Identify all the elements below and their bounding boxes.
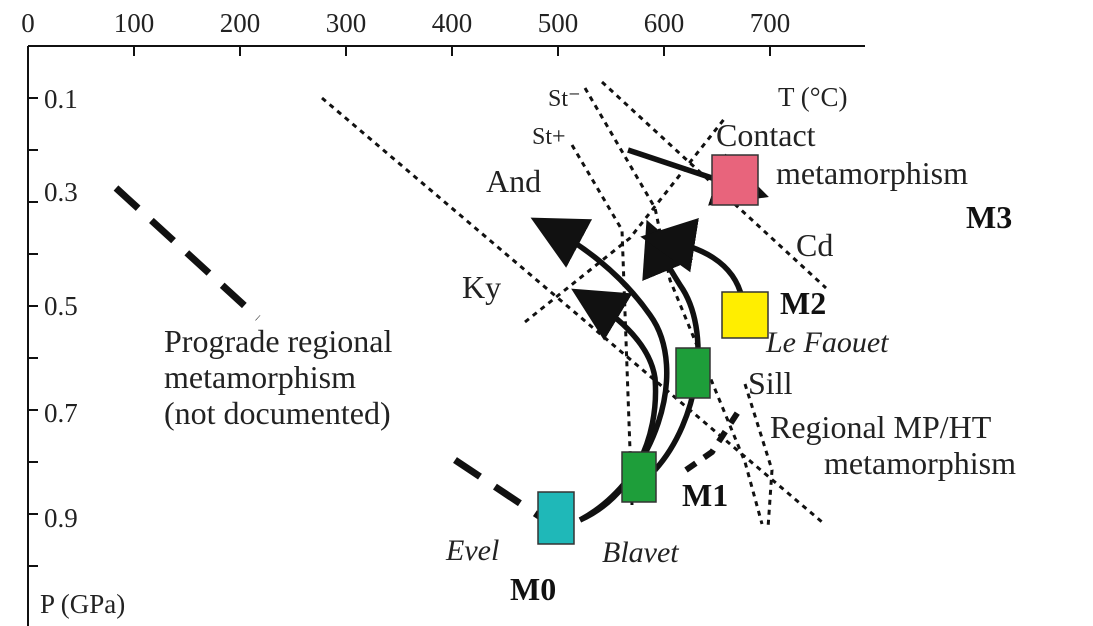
y-tick-label: 0.9 [44,503,78,533]
m1-box-upper [675,347,711,399]
label-prograde-line2: metamorphism [164,359,356,395]
m0-box [537,491,575,545]
label-st-minus: St⁻ [548,86,581,112]
label-contact-line2: metamorphism [776,155,968,191]
y-tick-labels: 0.1 0.3 0.5 0.7 0.9 [44,84,78,533]
m1-dashed-retro [684,410,741,473]
label-contact-line1: Contact [716,117,816,153]
x-tick-label: 100 [114,8,155,38]
sill-line [743,383,774,529]
path-m2 [640,217,745,299]
x-ticks [27,46,771,56]
label-sill: Sill [748,365,793,401]
label-evel: Evel [445,534,499,567]
x-tick-label: 600 [644,8,685,38]
label-m0: M0 [510,571,556,607]
label-prograde-line3: (not documented) [164,395,391,431]
label-m3: M3 [966,199,1012,235]
y-tick-label: 0.1 [44,84,78,114]
label-ky: Ky [462,269,501,305]
y-ticks [28,97,38,567]
x-tick-label: 0 [21,8,35,38]
label-le-faouet: Le Faouet [765,326,889,359]
x-tick-label: 200 [220,8,261,38]
label-and: And [486,163,541,199]
label-m2: M2 [780,285,826,321]
y-tick-label: 0.5 [44,291,78,321]
label-st-plus: St+ [532,124,566,150]
st-plus-line [570,144,634,506]
and-sill-boundary [524,117,727,324]
x-tick-label: 500 [538,8,579,38]
label-blavet: Blavet [602,536,679,569]
y-axis-label: P (GPa) [40,589,125,619]
label-prograde-line1: Prograde regional [164,323,392,359]
m2-box [721,291,769,339]
label-regional-line2: metamorphism [824,445,1016,481]
x-axis-label: T (°C) [778,82,848,112]
x-tick-label: 400 [432,8,473,38]
label-regional-line1: Regional MP/HT [770,409,992,445]
label-m1: M1 [682,477,728,513]
y-tick-label: 0.7 [44,398,78,428]
y-tick-label: 0.3 [44,177,78,207]
x-tick-label: 700 [750,8,791,38]
label-cd: Cd [796,227,833,263]
x-tick-labels: 0 100 200 300 400 500 600 700 [21,8,790,38]
prograde-path [113,185,547,523]
m3-box [711,154,759,206]
x-tick-label: 300 [326,8,367,38]
m1-box-lower [621,451,657,503]
